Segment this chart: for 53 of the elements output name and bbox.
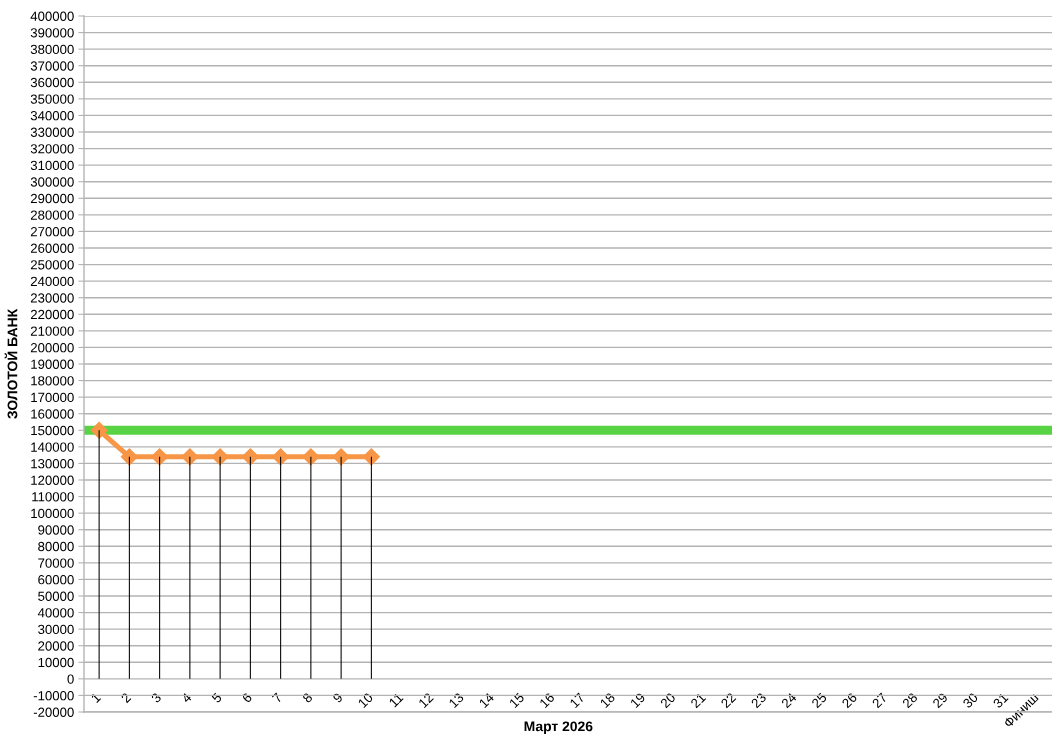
x-tick-label: 25 <box>811 692 828 709</box>
y-tick-label: 220000 <box>30 309 74 320</box>
y-tick-label: 0 <box>67 674 74 684</box>
y-tick-label: 80000 <box>38 541 74 552</box>
y-tick-label: 310000 <box>30 160 74 171</box>
y-tick-label: 100000 <box>31 508 74 519</box>
y-tick-label: 70000 <box>38 558 74 568</box>
y-tick-label: 240000 <box>30 276 74 287</box>
y-tick-label: 320000 <box>30 144 74 154</box>
y-tick-label: 400000 <box>30 11 74 21</box>
y-tick-label: 30000 <box>38 624 74 635</box>
y-tick-label: 350000 <box>30 94 74 104</box>
x-tick-label: 15 <box>508 692 525 709</box>
y-tick-label: 300000 <box>30 177 74 187</box>
y-tick-label: 160000 <box>31 409 74 419</box>
x-tick-label: 16 <box>539 692 555 709</box>
y-tick-label: 210000 <box>30 326 74 336</box>
y-tick-label: 20000 <box>38 641 74 651</box>
y-tick-label: 40000 <box>37 608 74 618</box>
y-tick-label: 390000 <box>30 28 74 38</box>
y-tick-label: 60000 <box>38 575 74 585</box>
y-tick-label: 370000 <box>30 61 74 71</box>
y-tick-label: 170000 <box>31 392 74 403</box>
y-tick-label: 290000 <box>30 193 74 204</box>
y-tick-label: 120000 <box>31 475 74 485</box>
y-axis-title: ЗОЛОТОЙ БАНК <box>4 308 18 419</box>
y-tick-label: 90000 <box>38 525 74 535</box>
x-axis-title: Март 2026 <box>524 721 593 734</box>
y-tick-label: 140000 <box>31 442 74 452</box>
y-tick-label: 180000 <box>31 376 74 386</box>
y-tick-label: -10000 <box>33 691 74 701</box>
x-tick-label: 26 <box>841 692 858 709</box>
x-tick-label: 22 <box>720 692 737 709</box>
y-tick-label: 10000 <box>38 657 74 668</box>
y-tick-label: 280000 <box>30 210 74 220</box>
y-tick-label: 200000 <box>30 343 74 353</box>
y-tick-label: 130000 <box>31 459 74 469</box>
y-tick-label: 150000 <box>31 425 74 436</box>
y-tick-label: 50000 <box>38 591 74 601</box>
y-tick-label: 270000 <box>30 227 74 237</box>
y-tick-label: 260000 <box>30 243 74 253</box>
x-tick-label: 6 <box>241 692 253 704</box>
y-tick-label: 110000 <box>32 492 74 502</box>
y-tick-label: 250000 <box>30 260 74 270</box>
y-tick-label: 230000 <box>30 293 74 303</box>
x-tick-label: 18 <box>599 692 616 709</box>
y-tick-label: 360000 <box>30 77 74 88</box>
y-tick-label: 190000 <box>31 359 74 369</box>
y-tick-label: 340000 <box>30 111 74 121</box>
y-tick-label: -20000 <box>33 707 74 717</box>
x-tick-label: 5 <box>211 692 223 704</box>
y-tick-label: 380000 <box>30 44 74 55</box>
y-tick-label: 330000 <box>30 127 74 137</box>
